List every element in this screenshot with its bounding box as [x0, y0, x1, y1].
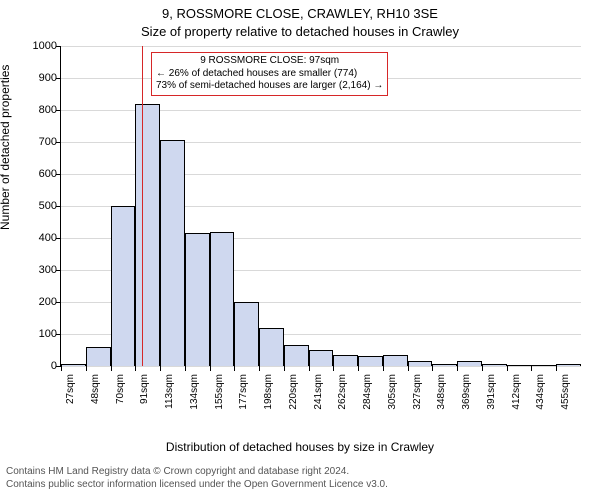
x-axis-label: Distribution of detached houses by size …	[0, 440, 600, 454]
annotation-line: 73% of semi-detached houses are larger (…	[156, 80, 383, 93]
x-tick	[531, 366, 532, 371]
x-tick-label: 262sqm	[337, 374, 348, 434]
y-tick-label: 300	[39, 264, 57, 276]
histogram-bar	[457, 361, 482, 366]
x-tick	[507, 366, 508, 371]
x-tick	[284, 366, 285, 371]
y-tick-label: 400	[39, 232, 57, 244]
histogram-bar	[482, 364, 507, 366]
x-tick-label: 113sqm	[164, 374, 175, 434]
y-tick-label: 0	[51, 360, 57, 372]
x-tick-label: 177sqm	[238, 374, 249, 434]
x-tick-label: 27sqm	[65, 374, 76, 434]
x-tick-label: 327sqm	[412, 374, 423, 434]
x-tick	[408, 366, 409, 371]
x-tick-label: 241sqm	[313, 374, 324, 434]
x-tick	[135, 366, 136, 371]
chart-title-line1: 9, ROSSMORE CLOSE, CRAWLEY, RH10 3SE	[0, 6, 600, 21]
histogram-bar	[531, 365, 556, 366]
x-tick-label: 134sqm	[189, 374, 200, 434]
gridline	[61, 46, 581, 47]
histogram-bar	[309, 350, 334, 366]
histogram-bar	[432, 364, 457, 366]
histogram-bar	[234, 302, 259, 366]
histogram-bar	[284, 345, 309, 366]
histogram-bar	[408, 361, 433, 366]
x-tick-label: 198sqm	[263, 374, 274, 434]
x-tick	[160, 366, 161, 371]
footer-line2: Contains public sector information licen…	[6, 479, 388, 490]
x-tick	[432, 366, 433, 371]
x-tick-label: 155sqm	[214, 374, 225, 434]
x-tick	[556, 366, 557, 371]
x-tick-label: 348sqm	[436, 374, 447, 434]
histogram-bar	[185, 233, 210, 366]
histogram-bar	[507, 365, 532, 366]
x-tick	[111, 366, 112, 371]
histogram-bar	[160, 140, 185, 366]
x-tick-label: 284sqm	[362, 374, 373, 434]
x-tick	[309, 366, 310, 371]
x-tick	[86, 366, 87, 371]
y-tick-label: 800	[39, 104, 57, 116]
x-tick	[185, 366, 186, 371]
y-tick-label: 1000	[33, 40, 57, 52]
x-tick-label: 434sqm	[535, 374, 546, 434]
y-tick-label: 200	[39, 296, 57, 308]
histogram-bar	[135, 104, 160, 366]
footer-line1: Contains HM Land Registry data © Crown c…	[6, 466, 349, 477]
y-tick-label: 900	[39, 72, 57, 84]
y-tick-label: 700	[39, 136, 57, 148]
x-tick-label: 48sqm	[90, 374, 101, 434]
annotation-box: 9 ROSSMORE CLOSE: 97sqm← 26% of detached…	[151, 52, 388, 96]
x-tick	[358, 366, 359, 371]
plot-area: 0100200300400500600700800900100027sqm48s…	[60, 46, 581, 367]
x-tick-label: 305sqm	[387, 374, 398, 434]
histogram-bar	[111, 206, 136, 366]
x-tick-label: 455sqm	[560, 374, 571, 434]
y-tick-label: 100	[39, 328, 57, 340]
y-tick-label: 600	[39, 168, 57, 180]
x-tick-label: 91sqm	[139, 374, 150, 434]
reference-line	[142, 46, 143, 366]
histogram-bar	[333, 355, 358, 366]
x-tick	[234, 366, 235, 371]
annotation-line: ← 26% of detached houses are smaller (77…	[156, 68, 383, 81]
x-tick-label: 220sqm	[288, 374, 299, 434]
x-tick	[61, 366, 62, 371]
annotation-line: 9 ROSSMORE CLOSE: 97sqm	[156, 55, 383, 68]
y-tick-label: 500	[39, 200, 57, 212]
x-tick	[383, 366, 384, 371]
histogram-bar	[358, 356, 383, 366]
chart-title-line2: Size of property relative to detached ho…	[0, 24, 600, 39]
histogram-bar	[383, 355, 408, 366]
histogram-bar	[61, 364, 86, 366]
x-tick-label: 391sqm	[486, 374, 497, 434]
histogram-bar	[259, 328, 284, 366]
histogram-bar	[210, 232, 235, 366]
histogram-bar	[556, 364, 581, 366]
gridline	[61, 366, 581, 367]
x-tick-label: 70sqm	[115, 374, 126, 434]
x-tick-label: 369sqm	[461, 374, 472, 434]
y-axis-label: Number of detached properties	[0, 65, 12, 230]
histogram-bar	[86, 347, 111, 366]
x-tick	[457, 366, 458, 371]
x-tick	[259, 366, 260, 371]
x-tick	[210, 366, 211, 371]
x-tick-label: 412sqm	[511, 374, 522, 434]
x-tick	[482, 366, 483, 371]
x-tick	[333, 366, 334, 371]
